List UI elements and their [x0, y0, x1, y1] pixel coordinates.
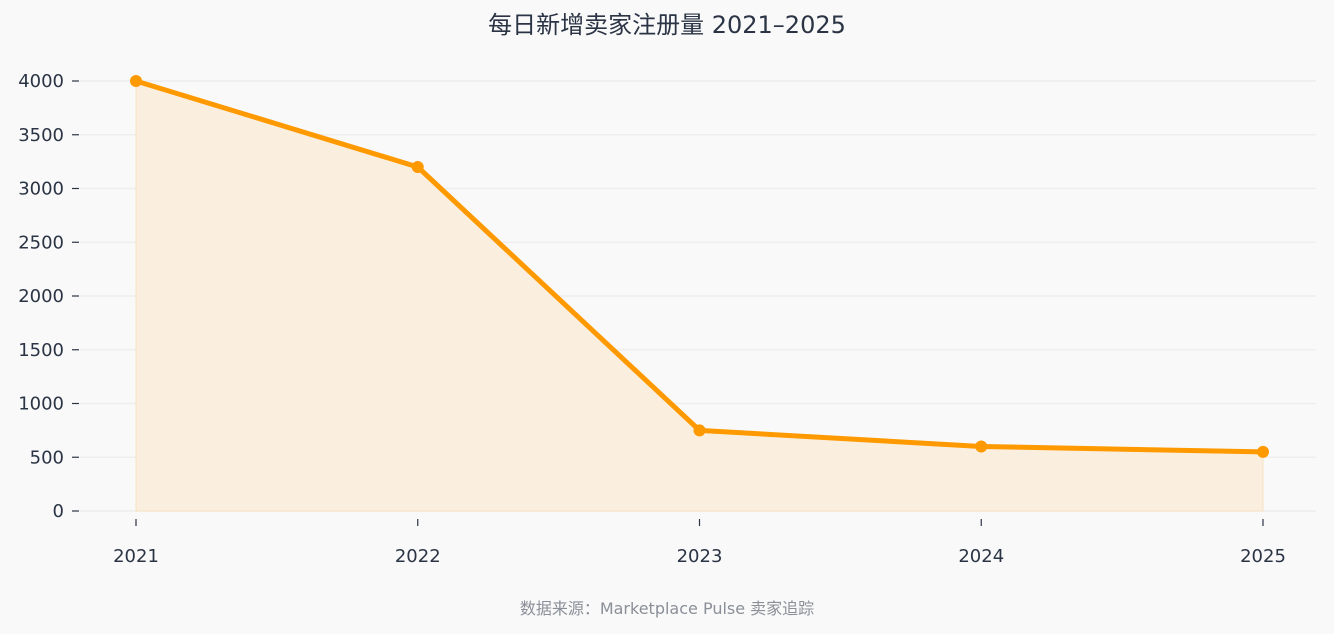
data-point-2023: [693, 424, 706, 437]
data-point-2025: [1257, 445, 1269, 458]
y-tick-label: 1500: [18, 340, 64, 361]
y-tick-label: 500: [30, 447, 64, 468]
point-layer: [130, 75, 1269, 458]
x-axis: 2021 2022 2023 2024 2025: [113, 519, 1286, 567]
y-tick-label: 0: [53, 501, 64, 522]
y-tick-label: 1000: [18, 394, 64, 415]
y-tick-label: 4000: [18, 71, 64, 92]
data-point-2022: [411, 161, 424, 173]
x-tick-label: 2022: [395, 546, 441, 567]
y-axis: 0 500 1000 1500 2000 2500 3000 3500 4000: [18, 71, 79, 522]
x-tick-label: 2024: [958, 546, 1004, 567]
data-point-2024: [975, 440, 988, 453]
x-tick-label: 2021: [113, 546, 159, 567]
chart-title: 每日新增卖家注册量 2021–2025: [488, 11, 846, 39]
y-tick-label: 2500: [18, 232, 64, 253]
data-point-2021: [130, 75, 142, 87]
y-tick-label: 3500: [18, 125, 64, 146]
x-tick-label: 2023: [677, 546, 723, 567]
y-tick-label: 2000: [18, 286, 64, 307]
y-tick-label: 3000: [18, 179, 64, 200]
chart-source-note: 数据来源：Marketplace Pulse 卖家追踪: [519, 599, 815, 618]
x-tick-label: 2025: [1240, 546, 1286, 567]
